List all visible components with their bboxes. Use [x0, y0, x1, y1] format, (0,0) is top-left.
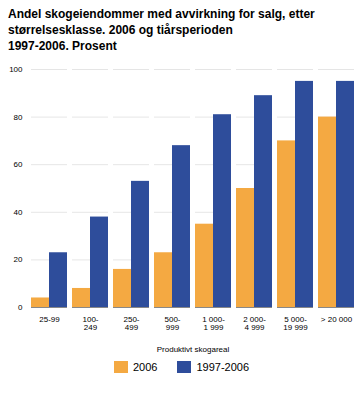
- svg-text:100: 100: [9, 65, 23, 74]
- svg-text:25-99: 25-99: [39, 315, 60, 324]
- svg-text:> 20 000: > 20 000: [321, 315, 353, 324]
- svg-text:250-499: 250-499: [123, 315, 139, 332]
- svg-text:0: 0: [18, 303, 23, 312]
- svg-text:80: 80: [14, 112, 23, 121]
- svg-text:5 000-19 999: 5 000-19 999: [283, 315, 308, 332]
- svg-text:60: 60: [14, 160, 23, 169]
- svg-text:1 000-1 999: 1 000-1 999: [202, 315, 225, 332]
- svg-text:Produktivt skogareal: Produktivt skogareal: [157, 344, 230, 353]
- html-text:2006: 2006: [133, 360, 158, 373]
- svg-text:40: 40: [14, 207, 23, 216]
- html-text:1997-2006: 1997-2006: [196, 360, 249, 373]
- svg-text:20: 20: [14, 255, 23, 264]
- svg-text:100-249: 100-249: [82, 315, 98, 332]
- svg-text:2 000-4 999: 2 000-4 999: [243, 315, 266, 332]
- svg-text:500-999: 500-999: [164, 315, 180, 332]
- html-text:Andel skogeiendommer med avvir: Andel skogeiendommer med avvirkning for …: [8, 7, 315, 54]
